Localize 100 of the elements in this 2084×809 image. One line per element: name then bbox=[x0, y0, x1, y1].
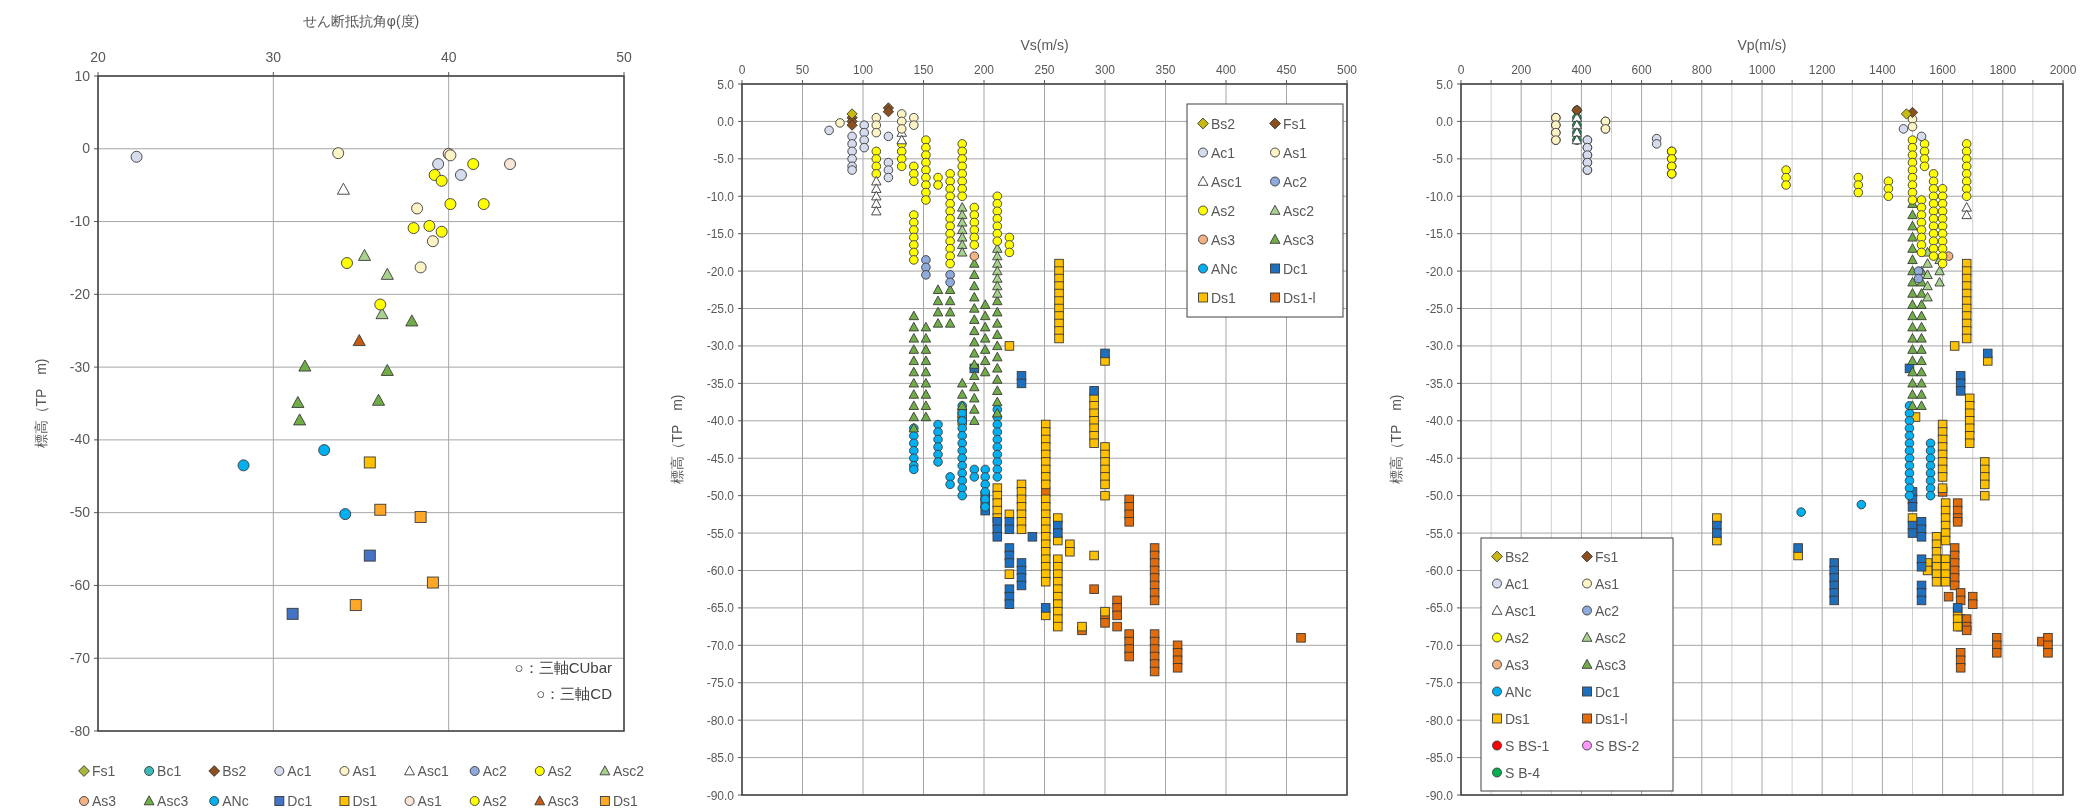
y-tick-label: -80.0 bbox=[706, 713, 735, 728]
legend-label: S B-4 bbox=[1505, 764, 1541, 781]
x-tick-label: 1600 bbox=[1929, 63, 1957, 77]
legend-label: As1 bbox=[1595, 575, 1620, 592]
legend-label: Bs2 bbox=[222, 763, 247, 779]
x-tick-label: 200 bbox=[1511, 63, 1532, 77]
y-tick-label: -70.0 bbox=[706, 638, 735, 653]
y-tick-label: -70.0 bbox=[1425, 638, 1454, 653]
legend-label: Dc1 bbox=[1283, 260, 1309, 277]
legend-label: Ac1 bbox=[1505, 575, 1530, 592]
y-tick-label: -20.0 bbox=[706, 264, 735, 279]
legend-label: Asc3 bbox=[157, 793, 189, 809]
legend-label: Asc1 bbox=[417, 763, 449, 779]
legend-label: Ds1-l bbox=[1283, 289, 1316, 306]
x-tick-label: 0 bbox=[1457, 63, 1465, 77]
legend-label: As1 bbox=[352, 763, 377, 779]
y-tick-label: -40.0 bbox=[706, 414, 735, 429]
y-tick-label: -60 bbox=[69, 576, 91, 593]
legend-label: ANc bbox=[1211, 260, 1238, 277]
legend-label: Ds1 bbox=[1211, 289, 1237, 306]
legend-label: Asc1 bbox=[1505, 602, 1537, 619]
x-tick-label: 1400 bbox=[1869, 63, 1897, 77]
y-axis-title: 標高（TP m) bbox=[33, 358, 49, 449]
y-tick-label: -30.0 bbox=[706, 339, 735, 354]
y-tick-label: 0.0 bbox=[1436, 114, 1454, 129]
y-tick-label: -10.0 bbox=[1425, 189, 1454, 204]
y-tick-label: 5.0 bbox=[717, 77, 735, 92]
y-tick-label: -65.0 bbox=[1425, 601, 1454, 616]
legend-label: As2 bbox=[1505, 629, 1530, 646]
y-tick-label: -45.0 bbox=[1425, 451, 1454, 466]
y-tick-label: -90.0 bbox=[1425, 788, 1454, 803]
legend-label: Asc2 bbox=[1283, 202, 1315, 219]
x-tick-label: 2000 bbox=[2049, 63, 2077, 77]
y-tick-label: -90.0 bbox=[706, 788, 735, 803]
y-tick-label: -85.0 bbox=[1425, 751, 1454, 766]
x-tick-label: 200 bbox=[973, 63, 995, 77]
x-tick-label: 20 bbox=[90, 49, 106, 65]
y-axis-title: 標高（TP m) bbox=[669, 394, 685, 485]
legend-label: S BS-2 bbox=[1595, 737, 1640, 754]
legend-label: Ds1 bbox=[1505, 710, 1531, 727]
y-tick-label: -40 bbox=[69, 431, 91, 448]
x-tick-label: 0 bbox=[738, 63, 746, 77]
x-tick-label: 800 bbox=[1691, 63, 1713, 77]
y-tick-label: -80 bbox=[69, 722, 91, 739]
x-tick-label: 100 bbox=[852, 63, 874, 77]
legend-label: Ds1-l bbox=[1595, 710, 1628, 727]
legend-label: As3 bbox=[92, 793, 117, 809]
y-tick-label: -60.0 bbox=[706, 563, 735, 578]
y-tick-label: -85.0 bbox=[706, 751, 735, 766]
legend-label: S BS-1 bbox=[1505, 737, 1550, 754]
y-tick-label: -55.0 bbox=[706, 526, 735, 541]
x-axis-title: Vp(m/s) bbox=[1737, 37, 1787, 53]
x-tick-label: 250 bbox=[1034, 63, 1055, 77]
y-tick-label: -30 bbox=[69, 358, 91, 375]
legend-label: Asc2 bbox=[1595, 629, 1627, 646]
legend-label: Fs1 bbox=[1595, 548, 1619, 565]
x-tick-label: 600 bbox=[1631, 63, 1652, 77]
y-axis-title: 標高（TP m) bbox=[1388, 394, 1404, 485]
y-tick-label: 0 bbox=[82, 140, 91, 157]
y-tick-label: -45.0 bbox=[706, 451, 735, 466]
y-tick-label: -5.0 bbox=[1432, 152, 1454, 167]
legend-label: ANc bbox=[1505, 683, 1532, 700]
legend-label: Bc1 bbox=[157, 763, 182, 779]
x-tick-label: 40 bbox=[440, 49, 457, 65]
legend-label: As1 bbox=[1283, 144, 1308, 161]
y-tick-label: -25.0 bbox=[1425, 302, 1454, 317]
y-tick-label: -5.0 bbox=[713, 152, 735, 167]
x-tick-label: 150 bbox=[913, 63, 934, 77]
x-tick-label: 400 bbox=[1215, 63, 1237, 77]
legend-label: As2 bbox=[482, 793, 507, 809]
legend-label: Ac1 bbox=[1211, 144, 1236, 161]
legend-label: Ds1 bbox=[352, 793, 378, 809]
x-tick-label: 400 bbox=[1571, 63, 1592, 77]
legend-label: Asc3 bbox=[547, 793, 580, 809]
legend-label: As3 bbox=[1505, 656, 1530, 673]
x-tick-label: 50 bbox=[616, 49, 632, 65]
x-tick-label: 300 bbox=[1094, 63, 1116, 77]
y-tick-label: -15.0 bbox=[706, 227, 735, 242]
y-tick-label: -30.0 bbox=[1425, 339, 1454, 354]
y-tick-label: -20.0 bbox=[1425, 264, 1454, 279]
legend-label: Ac2 bbox=[1595, 602, 1620, 619]
y-tick-label: -55.0 bbox=[1425, 526, 1454, 541]
y-tick-label: 10 bbox=[74, 67, 91, 84]
y-tick-label: -10 bbox=[69, 213, 91, 230]
y-tick-label: -50.0 bbox=[706, 489, 735, 504]
y-tick-label: -20 bbox=[69, 285, 91, 302]
legend-label: Fs1 bbox=[1283, 115, 1307, 132]
y-tick-label: -50.0 bbox=[1425, 489, 1454, 504]
x-tick-label: 500 bbox=[1336, 63, 1358, 77]
annotation: ○：三軸CUbar bbox=[514, 659, 612, 676]
y-tick-label: -15.0 bbox=[1425, 227, 1454, 242]
legend-label: As1 bbox=[417, 793, 442, 809]
y-tick-label: -65.0 bbox=[706, 601, 735, 616]
y-tick-label: -35.0 bbox=[1425, 376, 1454, 391]
x-tick-label: 1800 bbox=[1989, 63, 2017, 77]
y-tick-label: -35.0 bbox=[706, 376, 735, 391]
x-axis-title: せん断抵抗角φ(度) bbox=[302, 13, 420, 29]
legend-label: Fs1 bbox=[92, 763, 116, 779]
y-tick-label: 0.0 bbox=[717, 114, 735, 129]
legend-label: Bs2 bbox=[1211, 115, 1236, 132]
